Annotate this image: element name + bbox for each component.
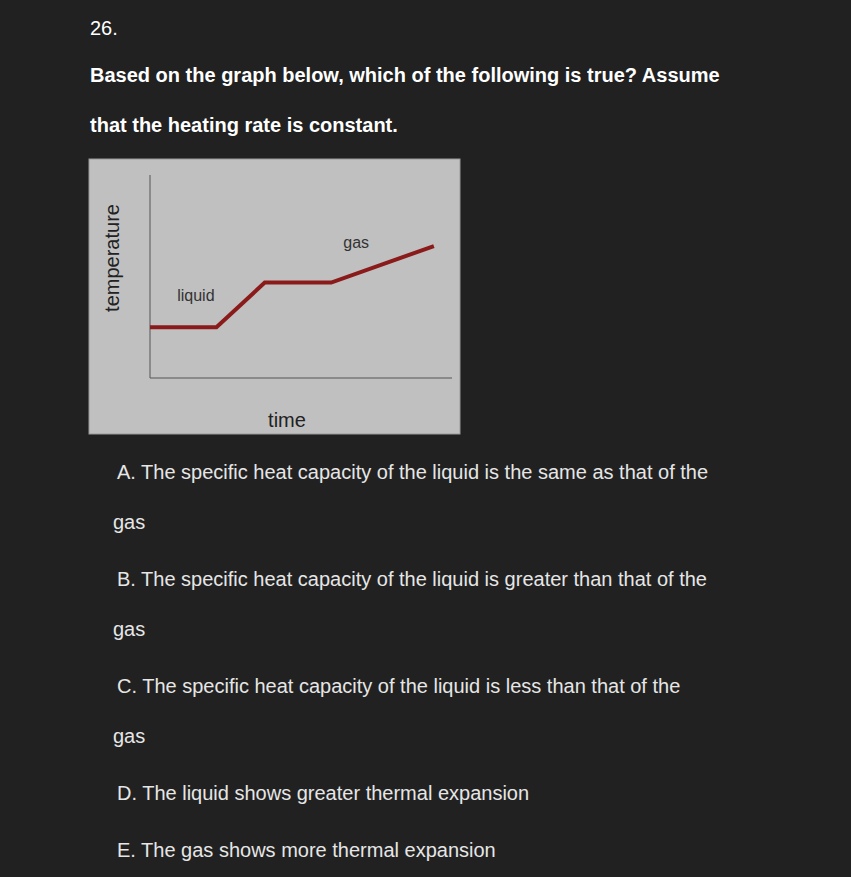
option-text: A. The specific heat capacity of the liq…	[117, 461, 708, 483]
heating-curve	[150, 246, 434, 327]
x-axis	[150, 378, 452, 379]
phase-label: liquid	[177, 287, 214, 304]
plot-area	[150, 246, 434, 327]
option-text: B. The specific heat capacity of the liq…	[117, 568, 707, 590]
y-axis-label: temperature	[101, 204, 123, 312]
page: 26. Based on the graph below, which of th…	[0, 0, 851, 877]
phase-label: gas	[343, 234, 369, 251]
x-axis-label: time	[268, 409, 306, 431]
y-axis	[150, 175, 151, 378]
question-text: Based on the graph below, which of the f…	[90, 64, 720, 86]
question-number: 26.	[90, 17, 118, 39]
question-text: that the heating rate is constant.	[90, 114, 398, 136]
chart-frame	[89, 159, 460, 434]
option-text: E. The gas shows more thermal expansion	[117, 839, 496, 861]
option-text: C. The specific heat capacity of the liq…	[117, 675, 680, 697]
option-text: gas	[113, 725, 145, 747]
option-text: D. The liquid shows greater thermal expa…	[117, 782, 529, 804]
option-text: gas	[113, 618, 145, 640]
option-text: gas	[113, 511, 145, 533]
